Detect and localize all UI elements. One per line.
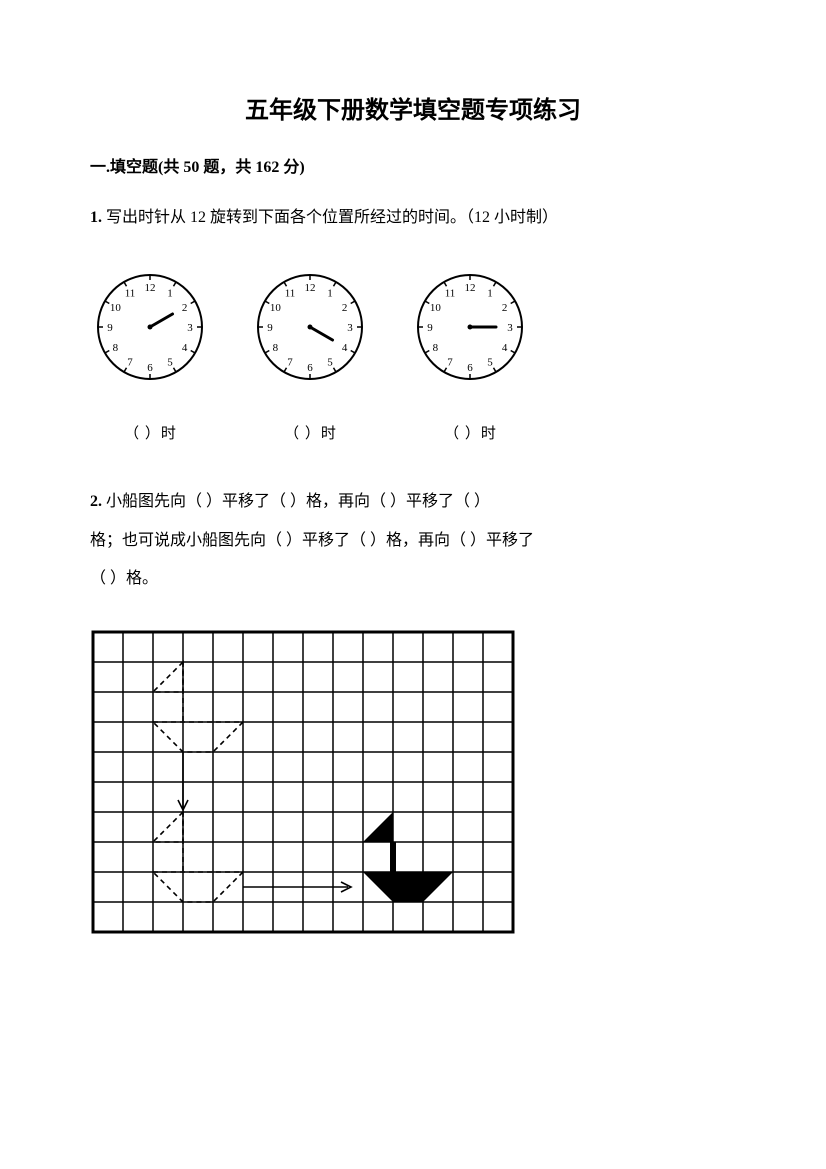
clock-2-label: （ ）时	[284, 422, 336, 443]
clock-1-svg: 123456789101112	[90, 267, 210, 387]
svg-text:1: 1	[167, 288, 173, 300]
svg-text:10: 10	[270, 302, 282, 314]
svg-text:5: 5	[487, 357, 493, 369]
q2-line1: 小船图先向（ ）平移了（ ）格，再向（ ）平移了（ ）	[102, 493, 490, 510]
svg-text:5: 5	[167, 357, 173, 369]
svg-text:11: 11	[445, 288, 456, 300]
svg-text:3: 3	[507, 322, 513, 334]
svg-text:2: 2	[502, 302, 508, 314]
svg-text:9: 9	[427, 322, 433, 334]
svg-text:11: 11	[125, 288, 136, 300]
clock-1-label: （ ）时	[124, 422, 176, 443]
svg-text:3: 3	[187, 322, 193, 334]
svg-text:6: 6	[467, 362, 473, 374]
page-title: 五年级下册数学填空题专项练习	[90, 90, 736, 125]
svg-text:7: 7	[127, 357, 133, 369]
svg-text:4: 4	[502, 342, 508, 354]
svg-text:6: 6	[307, 362, 313, 374]
section-heading: 一.填空题(共 50 题，共 162 分)	[90, 153, 736, 177]
blank: （ ）	[444, 426, 481, 442]
blank: （ ）	[124, 426, 161, 442]
svg-text:6: 6	[147, 362, 153, 374]
question-2: 2. 小船图先向（ ）平移了（ ）格，再向（ ）平移了（ ） 格；也可说成小船图…	[90, 483, 736, 598]
hour-suffix: 时	[321, 426, 336, 442]
svg-text:4: 4	[342, 342, 348, 354]
q1-text: 写出时针从 12 旋转到下面各个位置所经过的时间。（12 小时制）	[102, 209, 558, 226]
clock-3-svg: 123456789101112	[410, 267, 530, 387]
q2-line3: （ ）格。	[90, 570, 158, 587]
svg-text:10: 10	[430, 302, 442, 314]
svg-text:5: 5	[327, 357, 333, 369]
clock-2-svg: 123456789101112	[250, 267, 370, 387]
clock-1: 123456789101112 （ ）时	[90, 267, 210, 443]
grid-svg	[90, 629, 516, 935]
svg-text:2: 2	[182, 302, 188, 314]
grid-figure	[90, 629, 736, 940]
svg-text:9: 9	[107, 322, 113, 334]
svg-text:3: 3	[347, 322, 353, 334]
svg-text:1: 1	[487, 288, 493, 300]
svg-text:7: 7	[447, 357, 453, 369]
clocks-row: 123456789101112 （ ）时 123456789101112 （ ）…	[90, 267, 736, 443]
blank: （ ）	[284, 426, 321, 442]
clock-3: 123456789101112 （ ）时	[410, 267, 530, 443]
svg-text:7: 7	[287, 357, 293, 369]
hour-suffix: 时	[481, 426, 496, 442]
svg-text:1: 1	[327, 288, 333, 300]
q2-number: 2.	[90, 493, 102, 510]
svg-text:8: 8	[433, 342, 439, 354]
question-1: 1. 写出时针从 12 旋转到下面各个位置所经过的时间。（12 小时制）	[90, 199, 736, 237]
svg-text:10: 10	[110, 302, 122, 314]
svg-text:8: 8	[273, 342, 279, 354]
clock-3-label: （ ）时	[444, 422, 496, 443]
svg-text:12: 12	[465, 282, 476, 294]
hour-suffix: 时	[161, 426, 176, 442]
svg-text:11: 11	[285, 288, 296, 300]
svg-text:8: 8	[113, 342, 119, 354]
svg-text:12: 12	[305, 282, 316, 294]
clock-2: 123456789101112 （ ）时	[250, 267, 370, 443]
svg-text:9: 9	[267, 322, 273, 334]
svg-text:4: 4	[182, 342, 188, 354]
q2-line2: 格；也可说成小船图先向（ ）平移了（ ）格，再向（ ）平移了	[90, 532, 534, 549]
svg-text:2: 2	[342, 302, 348, 314]
q1-number: 1.	[90, 209, 102, 226]
svg-text:12: 12	[145, 282, 156, 294]
